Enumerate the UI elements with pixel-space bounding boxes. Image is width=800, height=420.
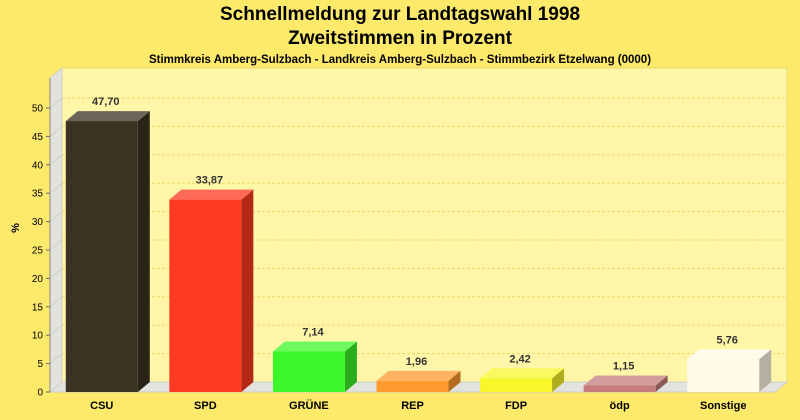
category-label: FDP <box>505 400 527 412</box>
bar-spd: 33,87 <box>169 175 254 392</box>
bar-side <box>448 370 461 392</box>
bar-front <box>480 378 553 392</box>
grid-line-side <box>49 211 63 222</box>
bar-grüne: 7,14 <box>272 326 357 392</box>
category-label: CSU <box>90 400 113 412</box>
bar-front <box>376 380 449 392</box>
category-label: SPD <box>194 400 217 412</box>
category-label: REP <box>401 400 424 412</box>
bar-value-label: 2,42 <box>509 353 530 365</box>
grid-line-side <box>49 324 63 336</box>
grid-line-side <box>49 268 63 279</box>
y-tick-label: 15 <box>32 302 44 313</box>
plot-left-wall <box>49 66 63 394</box>
bar-side <box>655 375 668 392</box>
bar-value-label: 5,76 <box>717 334 738 346</box>
bar-front <box>65 121 138 393</box>
grid-line-side <box>49 126 63 137</box>
category-label: GRÜNE <box>289 399 329 412</box>
grid-line-side <box>49 239 63 251</box>
bar-value-label: 33,87 <box>196 175 224 187</box>
category-label: Sonstige <box>700 400 746 412</box>
y-tick-label: 0 <box>37 388 43 399</box>
y-axis-ticks: 0 5 10 15 20 25 30 35 40 45 50 <box>32 78 51 399</box>
y-tick-label: 5 <box>37 359 43 370</box>
bar-value-label: 1,15 <box>613 360 634 372</box>
grid-line-side <box>49 353 63 364</box>
y-tick-label: 35 <box>32 189 44 200</box>
bar-front <box>687 359 760 392</box>
grid-line-side <box>49 182 63 194</box>
bar-top <box>65 111 150 122</box>
bar-front <box>169 199 242 392</box>
bar-top <box>583 375 668 386</box>
bar-value-label: 7,14 <box>302 326 324 338</box>
bar-top <box>376 370 461 381</box>
y-tick-label: 40 <box>32 160 44 171</box>
chart-subtitle: Zweitstimmen in Prozent <box>288 28 512 49</box>
y-tick-label: 25 <box>32 246 44 257</box>
bar-top <box>272 341 357 352</box>
bars: 47,70 33,87 7,14 1,96 2,42 1,15 5,76 <box>65 96 772 393</box>
grid-line-side <box>49 97 63 109</box>
bar-side <box>552 368 565 392</box>
y-tick-label: 30 <box>32 217 44 228</box>
grid-line-side <box>49 154 63 166</box>
y-tick-label: 50 <box>32 104 44 115</box>
bar-side <box>137 111 150 393</box>
category-label: ödp <box>610 400 630 412</box>
bar-fdp: 2,42 <box>480 353 565 392</box>
bar-top <box>480 368 565 379</box>
bar-ödp: 1,15 <box>583 360 668 392</box>
bar-front <box>583 385 656 392</box>
bar-csu: 47,70 <box>65 96 150 393</box>
y-tick-label: 20 <box>32 274 44 285</box>
grid-line-side <box>49 296 63 308</box>
category-labels: CSU SPD GRÜNE REP FDP ödp Sonstige <box>90 399 746 412</box>
bar-side <box>344 341 357 392</box>
bar-top <box>169 189 254 200</box>
chart-title: Schnellmeldung zur Landtagswahl 1998 <box>219 4 581 25</box>
bar-front <box>272 351 345 392</box>
bar-sonstige: 5,76 <box>687 334 772 392</box>
chart-caption: Stimmkreis Amberg-Sulzbach - Landkreis A… <box>148 54 652 66</box>
bar-side <box>241 189 254 392</box>
bar-value-label: 47,70 <box>92 96 120 108</box>
bar-rep: 1,96 <box>376 356 461 392</box>
bar-top <box>687 349 772 360</box>
bar-side <box>759 349 772 392</box>
y-tick-label: 10 <box>32 331 44 342</box>
plot-area <box>48 66 789 394</box>
y-tick-label: 45 <box>32 132 44 143</box>
bar-value-label: 1,96 <box>406 356 427 368</box>
